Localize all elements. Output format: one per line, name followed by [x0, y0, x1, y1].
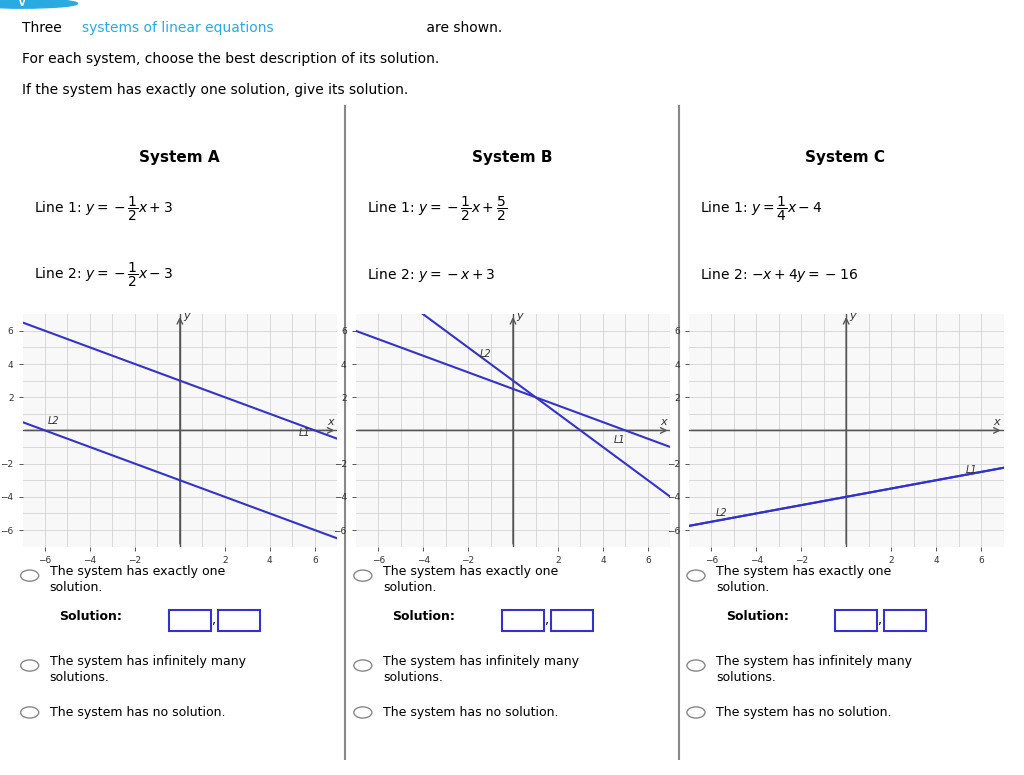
Text: ,: , [212, 614, 216, 627]
Text: System C: System C [805, 150, 885, 164]
FancyBboxPatch shape [551, 610, 593, 631]
Text: Line 1: $y=\dfrac{1}{4}x-4$: Line 1: $y=\dfrac{1}{4}x-4$ [699, 195, 822, 223]
Text: The system has no solution.: The system has no solution. [716, 706, 892, 719]
Text: x: x [993, 417, 1000, 426]
Text: L2: L2 [47, 416, 59, 426]
Text: systems of linear equations: systems of linear equations [83, 21, 274, 35]
FancyBboxPatch shape [218, 610, 260, 631]
Text: Line 2: $y=-x+3$: Line 2: $y=-x+3$ [367, 266, 496, 284]
Text: System A: System A [138, 150, 219, 164]
Text: x: x [660, 417, 667, 426]
FancyBboxPatch shape [169, 610, 211, 631]
Text: Line 2: $-x+4y=-16$: Line 2: $-x+4y=-16$ [699, 266, 858, 284]
Text: The system has exactly one: The system has exactly one [383, 565, 558, 578]
Text: The system has no solution.: The system has no solution. [383, 706, 558, 719]
Text: solutions.: solutions. [50, 671, 110, 684]
Circle shape [0, 0, 78, 9]
Text: Line 1: $y=-\dfrac{1}{2}x+3$: Line 1: $y=-\dfrac{1}{2}x+3$ [34, 195, 173, 223]
FancyBboxPatch shape [836, 610, 878, 631]
Text: The system has infinitely many: The system has infinitely many [50, 655, 246, 668]
Text: L1: L1 [299, 428, 310, 438]
Text: solutions.: solutions. [383, 671, 442, 684]
Text: solution.: solution. [50, 581, 103, 594]
Text: L2: L2 [479, 349, 490, 359]
Text: The system has infinitely many: The system has infinitely many [383, 655, 579, 668]
Text: Solution:: Solution: [59, 610, 122, 623]
Text: ,: , [545, 614, 549, 627]
Text: v: v [19, 0, 26, 9]
Text: If the system has exactly one solution, give its solution.: If the system has exactly one solution, … [23, 83, 409, 97]
Text: x: x [328, 417, 334, 426]
Text: Line 1: $y=-\dfrac{1}{2}x+\dfrac{5}{2}$: Line 1: $y=-\dfrac{1}{2}x+\dfrac{5}{2}$ [367, 195, 507, 223]
Text: y: y [183, 312, 189, 321]
FancyBboxPatch shape [884, 610, 926, 631]
Text: L1: L1 [614, 436, 626, 446]
Text: y: y [516, 312, 523, 321]
Text: The system has exactly one: The system has exactly one [50, 565, 225, 578]
Text: y: y [850, 312, 856, 321]
Text: L2: L2 [716, 508, 727, 518]
Text: solutions.: solutions. [716, 671, 776, 684]
Text: Solution:: Solution: [392, 610, 456, 623]
Text: Solution:: Solution: [726, 610, 788, 623]
Text: The system has no solution.: The system has no solution. [50, 706, 225, 719]
Text: The system has exactly one: The system has exactly one [716, 565, 891, 578]
FancyBboxPatch shape [503, 610, 545, 631]
Text: solution.: solution. [716, 581, 769, 594]
Text: solution.: solution. [383, 581, 436, 594]
Text: are shown.: are shown. [422, 21, 502, 35]
Text: The system has infinitely many: The system has infinitely many [716, 655, 912, 668]
Text: L1: L1 [966, 465, 977, 475]
Text: Line 2: $y=-\dfrac{1}{2}x-3$: Line 2: $y=-\dfrac{1}{2}x-3$ [34, 261, 173, 289]
Text: System B: System B [472, 150, 552, 164]
Text: ,: , [878, 614, 882, 627]
Text: For each system, choose the best description of its solution.: For each system, choose the best descrip… [23, 52, 439, 66]
Text: Three: Three [23, 21, 67, 35]
